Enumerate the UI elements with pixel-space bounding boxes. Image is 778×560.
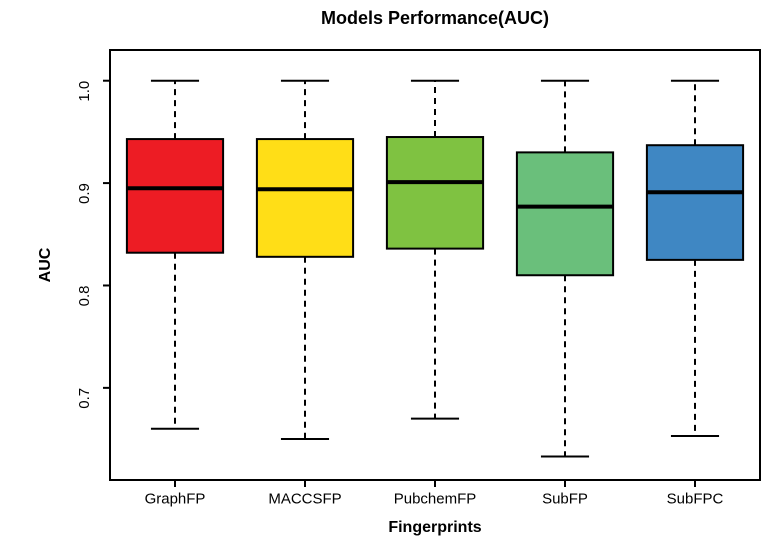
box — [387, 137, 483, 249]
y-axis-label: AUC — [37, 247, 54, 282]
box — [647, 145, 743, 260]
ytick-label: 0.8 — [76, 285, 93, 306]
xtick-label: MACCSFP — [268, 490, 341, 507]
xtick-label: SubFP — [542, 490, 588, 507]
xtick-label: SubFPC — [667, 490, 724, 507]
ytick-label: 0.7 — [76, 388, 93, 409]
box — [257, 139, 353, 257]
ytick-label: 1.0 — [76, 81, 93, 102]
x-axis-label: Fingerprints — [388, 519, 481, 536]
xtick-label: GraphFP — [145, 490, 206, 507]
xtick-label: PubchemFP — [394, 490, 477, 507]
chart-title: Models Performance(AUC) — [321, 8, 549, 28]
box — [127, 139, 223, 253]
boxplot-chart: 0.7 0.8 0.9 1.0 AUC GraphFP MACCSFP PubchemFP Su… — [0, 0, 778, 560]
ytick-label: 0.9 — [76, 183, 93, 204]
box — [517, 152, 613, 275]
